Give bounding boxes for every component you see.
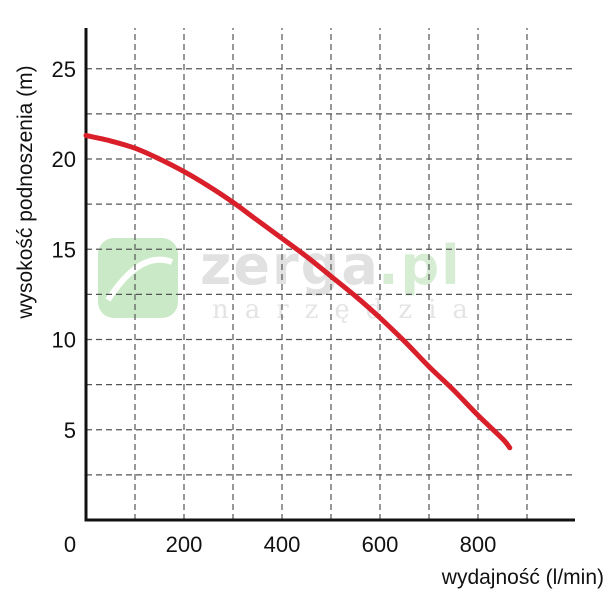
y-tick-label: 20 bbox=[52, 147, 76, 172]
grid bbox=[86, 28, 575, 520]
watermark-tagline: narzędzia bbox=[212, 295, 484, 325]
x-tick-label: 600 bbox=[362, 532, 399, 557]
series-line bbox=[83, 133, 513, 451]
x-tick-label: 400 bbox=[264, 532, 301, 557]
y-tick-label: 15 bbox=[52, 237, 76, 262]
watermark-logo: zerga .pl narzędzia bbox=[98, 234, 484, 325]
y-tick-label: 5 bbox=[64, 418, 76, 443]
watermark-logo-icon-swoosh bbox=[105, 256, 174, 302]
origin-tick-label: 0 bbox=[64, 532, 76, 557]
axes bbox=[84, 28, 575, 522]
y-tick-label: 10 bbox=[52, 328, 76, 353]
x-tick-label: 800 bbox=[460, 532, 497, 557]
y-tick-label: 25 bbox=[52, 57, 76, 82]
series-layer bbox=[83, 133, 513, 451]
x-tick-labels: 200 400 600 800 bbox=[166, 532, 497, 557]
watermark-tld: .pl bbox=[378, 234, 462, 297]
y-tick-labels: 5 10 15 20 25 bbox=[52, 57, 76, 443]
watermark-logo-icon bbox=[98, 238, 178, 318]
x-axis-title: wydajność (l/min) bbox=[441, 566, 604, 589]
x-tick-label: 200 bbox=[166, 532, 203, 557]
y-axis-title: wysokość podnoszenia (m) bbox=[14, 65, 37, 319]
